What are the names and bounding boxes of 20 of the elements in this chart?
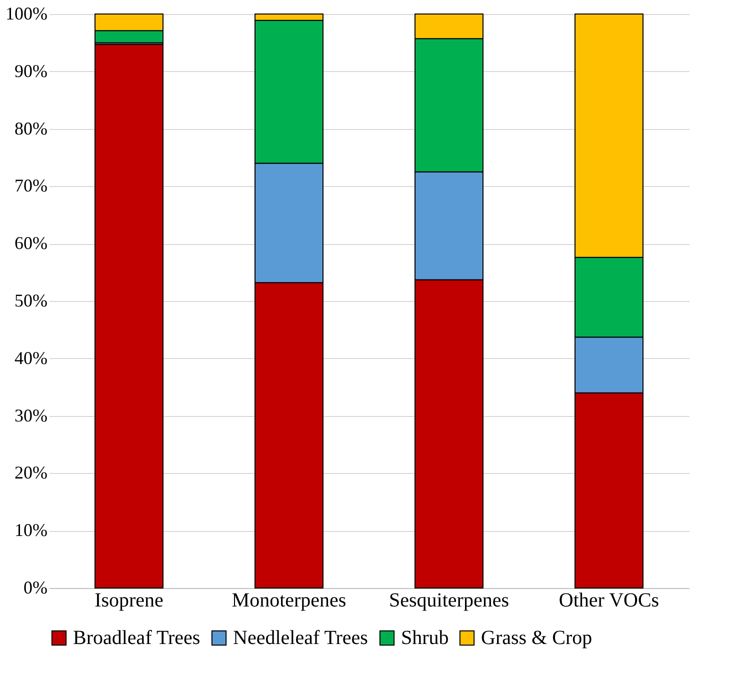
legend-label: Broadleaf Trees bbox=[73, 627, 200, 649]
legend-label: Grass & Crop bbox=[481, 627, 592, 649]
x-tick-label: Monoterpenes bbox=[232, 590, 346, 612]
legend-label: Shrub bbox=[401, 627, 449, 649]
y-tick-label: 50% bbox=[14, 290, 48, 310]
y-tick-label: 70% bbox=[14, 176, 48, 196]
y-tick-label: 80% bbox=[14, 118, 48, 138]
y-tick-label: 10% bbox=[14, 520, 48, 540]
y-tick-label: 60% bbox=[14, 233, 48, 254]
x-tick-label: Other VOCs bbox=[558, 590, 660, 612]
legend-label: Needleleaf Trees bbox=[233, 627, 368, 649]
x-tick-label: Sesquiterpenes bbox=[389, 590, 510, 612]
y-tick-label: 90% bbox=[14, 60, 48, 81]
y-tick-label: 30% bbox=[14, 405, 48, 426]
y-tick-label: 20% bbox=[14, 462, 48, 483]
bar bbox=[94, 44, 164, 588]
x-tick-label: Isoprene bbox=[94, 590, 164, 612]
y-tick-label: 0% bbox=[24, 578, 48, 598]
y-tick-label: 100% bbox=[6, 4, 48, 24]
y-tick-label: 40% bbox=[14, 348, 48, 368]
